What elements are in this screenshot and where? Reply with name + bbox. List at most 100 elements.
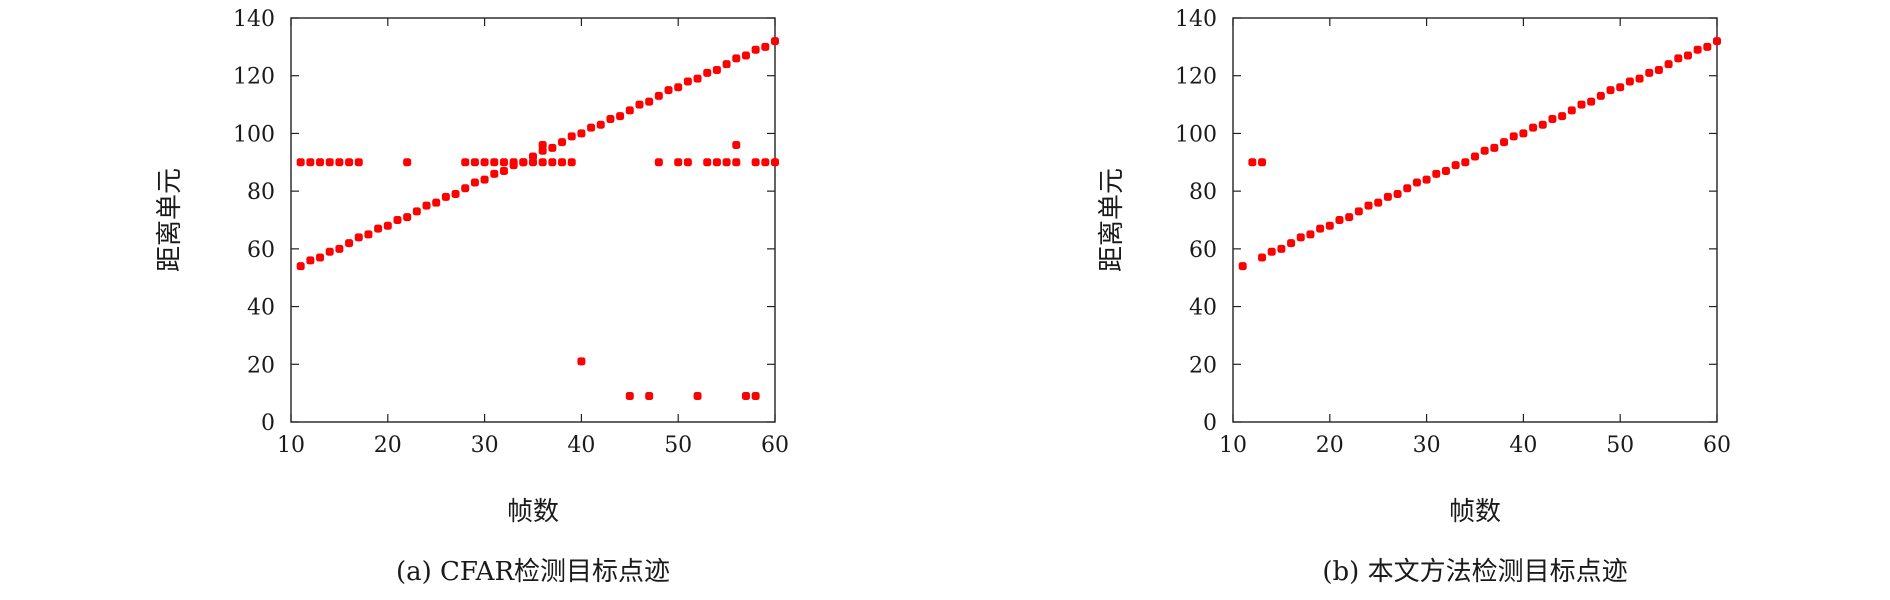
data-point [1577, 100, 1586, 109]
data-point [625, 106, 634, 115]
data-point [1683, 51, 1692, 60]
data-point [1412, 178, 1421, 187]
y-tick-label: 100 [233, 122, 275, 147]
data-point [1674, 54, 1683, 63]
data-point [335, 244, 344, 253]
data-point [1258, 253, 1267, 262]
data-point [1500, 138, 1509, 147]
data-point [712, 65, 721, 74]
data-point [693, 74, 702, 83]
y-tick-label: 40 [1189, 296, 1217, 321]
y-tick-label: 20 [247, 353, 275, 378]
data-point [751, 392, 760, 401]
data-point [1248, 158, 1257, 167]
x-axis-label: 帧数 [1449, 497, 1501, 527]
data-point [645, 97, 654, 106]
data-point [1403, 184, 1412, 193]
data-point [345, 239, 354, 248]
data-point [703, 68, 712, 77]
data-point [1567, 106, 1576, 115]
data-point [664, 86, 673, 95]
data-point [1267, 247, 1276, 256]
data-point [606, 115, 615, 123]
x-axis-label: 帧数 [507, 497, 559, 527]
data-point [1606, 86, 1615, 95]
data-point [771, 158, 779, 167]
data-point [1480, 146, 1489, 155]
data-point [1664, 60, 1673, 69]
data-point [635, 100, 644, 109]
data-point [519, 158, 528, 167]
x-tick-label: 50 [1606, 433, 1634, 458]
plot-frame [1232, 17, 1718, 423]
y-axis-label: 距离单元 [155, 168, 185, 272]
y-tick-label: 40 [247, 296, 275, 321]
data-point [306, 256, 315, 265]
data-point [403, 213, 412, 222]
data-point [393, 216, 402, 224]
data-point [529, 158, 537, 167]
data-point [480, 175, 489, 184]
data-point [645, 392, 654, 401]
data-point [1461, 158, 1470, 167]
data-point [1374, 198, 1383, 207]
data-point [1558, 112, 1567, 121]
data-point [1393, 190, 1402, 199]
y-tick-label: 20 [1189, 353, 1217, 378]
data-point [1316, 224, 1325, 233]
data-point [732, 158, 741, 167]
x-tick-label: 60 [761, 433, 789, 458]
data-point [1383, 192, 1392, 201]
data-point [1258, 158, 1267, 167]
data-point [345, 158, 354, 167]
data-point [461, 158, 470, 167]
data-point [1538, 120, 1547, 129]
data-point [693, 392, 702, 401]
data-point [674, 158, 683, 167]
data-point [1354, 207, 1363, 216]
data-point [771, 37, 779, 46]
data-point [1635, 74, 1644, 83]
data-point [683, 77, 692, 86]
data-point [383, 221, 392, 230]
data-point [325, 247, 334, 256]
panel-caption: (b) 本文方法检测目标点迹 [1322, 557, 1627, 587]
data-point [470, 178, 479, 187]
data-point [577, 357, 586, 366]
data-point [1441, 166, 1450, 175]
data-point [1616, 83, 1625, 92]
data-point [1625, 77, 1634, 86]
data-point [761, 42, 770, 51]
data-point [1654, 65, 1663, 74]
data-point [412, 207, 421, 216]
data-point [1529, 123, 1538, 132]
data-point [596, 120, 605, 129]
panel-caption: (a) CFAR检测目标点迹 [396, 557, 670, 587]
data-point [422, 201, 431, 210]
y-tick-label: 80 [1189, 180, 1217, 205]
data-point [1287, 239, 1296, 248]
plot-frame [290, 17, 776, 423]
x-tick-label: 20 [1316, 433, 1344, 458]
data-point [490, 158, 499, 167]
data-point [751, 45, 760, 54]
data-point [1587, 97, 1596, 106]
y-tick-label: 120 [233, 65, 275, 90]
y-tick-label: 140 [233, 7, 275, 32]
data-point [722, 158, 731, 167]
data-point [335, 158, 344, 167]
data-point [722, 60, 731, 69]
x-tick-label: 60 [1703, 433, 1731, 458]
data-point [1703, 42, 1712, 51]
x-tick-label: 10 [1219, 433, 1247, 458]
y-tick-label: 140 [1175, 7, 1217, 32]
data-point [567, 158, 576, 167]
data-point [1596, 91, 1605, 100]
data-point [741, 51, 750, 60]
data-point [1693, 45, 1702, 54]
data-point [1325, 221, 1334, 230]
data-point [1296, 233, 1305, 242]
data-point [587, 123, 596, 132]
data-point [616, 112, 625, 121]
data-point [548, 158, 557, 167]
